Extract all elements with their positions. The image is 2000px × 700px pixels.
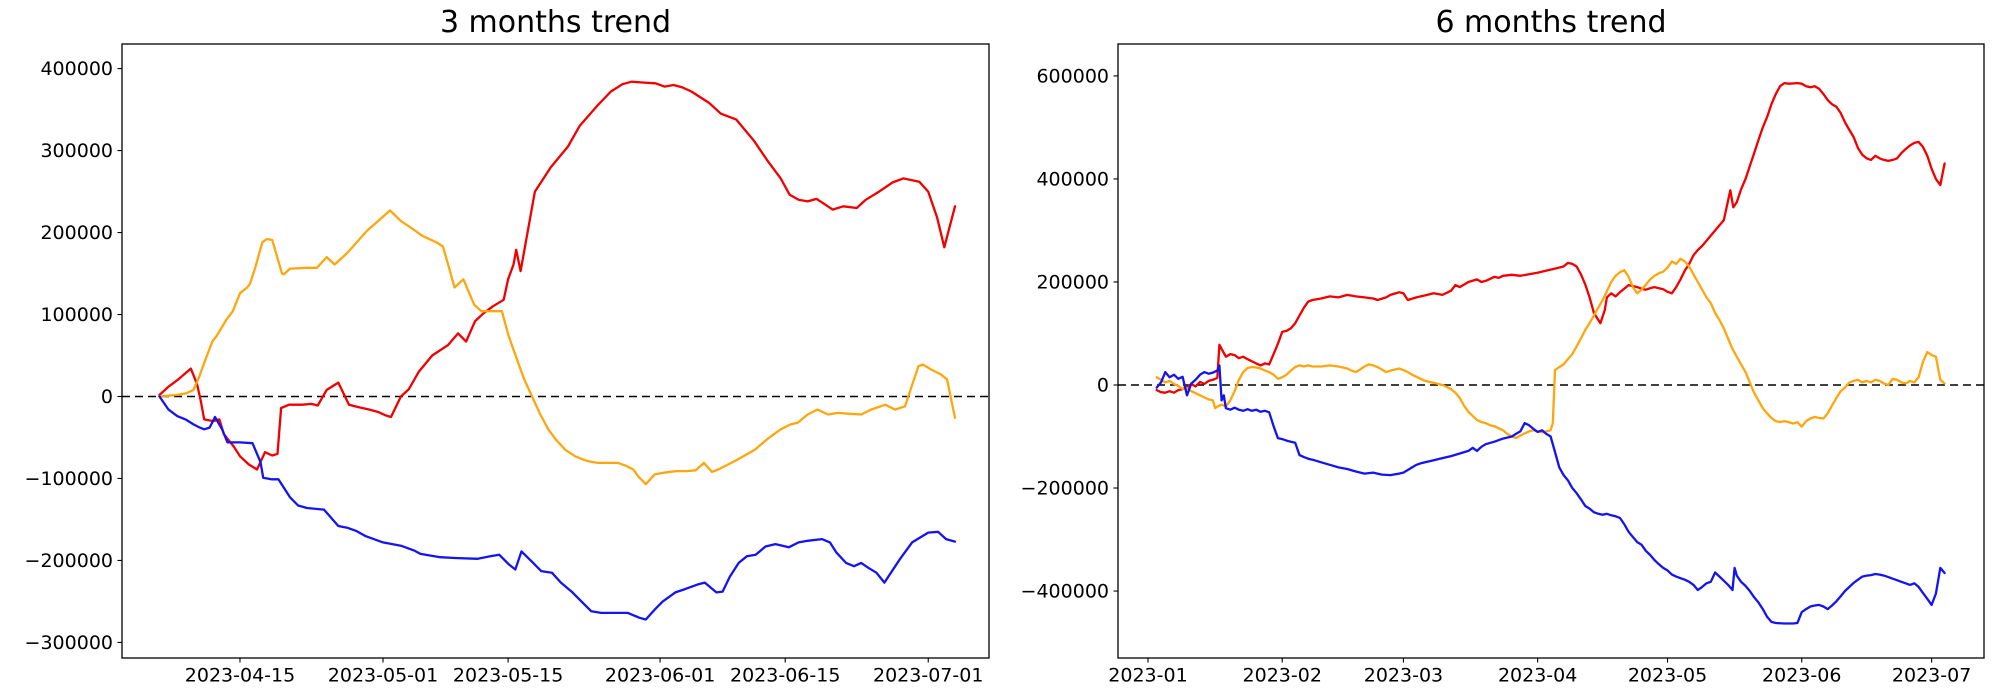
y-tick-label: 400000	[1036, 169, 1109, 191]
y-tick-label: 0	[1097, 375, 1109, 397]
x-tick-label: 2023-06-15	[730, 665, 840, 687]
series-blue-line	[158, 395, 957, 621]
x-tick-label: 2023-03	[1364, 665, 1443, 687]
x-tick-label: 2023-02	[1243, 665, 1322, 687]
x-tick-label: 2023-07	[1892, 665, 1971, 687]
y-tick-label: −400000	[1021, 581, 1109, 603]
series-orange-line	[1155, 257, 1946, 440]
series-red-line	[1155, 81, 1946, 394]
series-blue-line	[1155, 364, 1946, 625]
chart-title-6-months: 6 months trend	[1435, 5, 1667, 40]
plot-border	[121, 43, 990, 659]
y-tick-label: 200000	[1036, 272, 1109, 294]
x-tick-label: 2023-07-01	[873, 665, 983, 687]
y-tick-label: 400000	[40, 58, 113, 80]
y-tick-label: 0	[101, 386, 113, 408]
y-tick-label: −100000	[25, 468, 113, 490]
y-tick-label: −300000	[25, 632, 113, 654]
y-tick-label: −200000	[25, 550, 113, 572]
chart-title-3-months: 3 months trend	[439, 5, 672, 40]
x-tick-label: 2023-05	[1628, 665, 1707, 687]
y-tick-label: 200000	[40, 222, 113, 244]
x-tick-label: 2023-06-01	[605, 665, 715, 687]
y-tick-label: 100000	[40, 304, 113, 326]
x-tick-label: 2023-05-15	[453, 665, 563, 687]
y-tick-label: −200000	[1021, 478, 1109, 500]
chart-3-months: 2023-04-15 2023-05-01 2023-05-15 2023-06-01…	[25, 43, 990, 687]
x-tick-label: 2023-04	[1498, 665, 1577, 687]
x-tick-label: 2023-04-15	[185, 665, 295, 687]
x-tick-label: 2023-06	[1762, 665, 1841, 687]
x-tick-label: 2023-05-01	[328, 665, 438, 687]
series-orange-line	[158, 209, 957, 486]
chart-6-months: 2023-01 2023-02 2023-03 2023-04 2023-05 2023-…	[1021, 43, 1985, 687]
y-tick-label: 300000	[40, 140, 113, 162]
series-red-line	[158, 80, 957, 471]
y-tick-label: 600000	[1036, 66, 1109, 88]
x-tick-label: 2023-01	[1108, 665, 1187, 687]
plot-border	[1117, 43, 1985, 659]
